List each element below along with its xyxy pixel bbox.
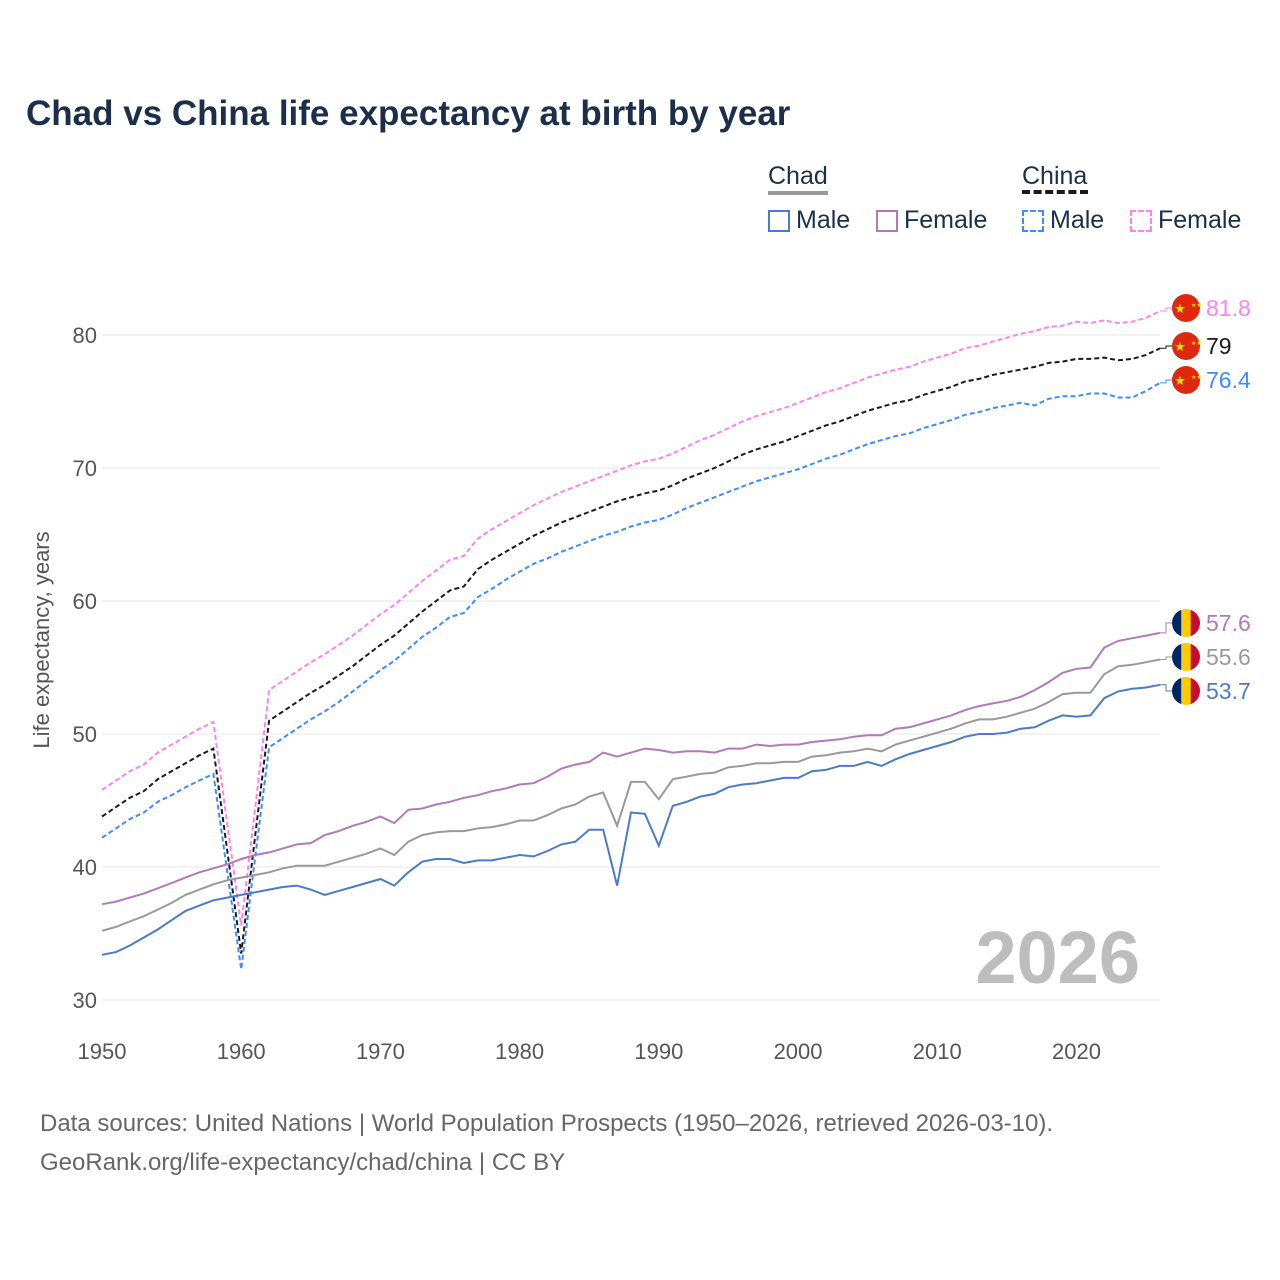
legend-swatch [768, 209, 790, 232]
x-tick-label: 2020 [1052, 1039, 1101, 1064]
end-value-label: 81.8 [1206, 295, 1251, 321]
end-value-label: 79 [1206, 333, 1232, 359]
chart-title: Chad vs China life expectancy at birth b… [26, 94, 791, 133]
legend-label: Male [796, 206, 851, 234]
svg-text:★: ★ [1174, 373, 1186, 388]
series-line-china-female [101, 310, 1161, 926]
x-tick-label: 2010 [913, 1039, 962, 1064]
x-tick-label: 1950 [78, 1039, 127, 1064]
china-flag-icon: ★ ★★ [1172, 366, 1202, 394]
legend-swatch [876, 209, 898, 232]
legend-label: Male [1050, 206, 1105, 234]
legend-group-chad: Chad [768, 162, 828, 190]
legend-china-line [1022, 190, 1088, 194]
end-value-label: 53.7 [1206, 678, 1251, 704]
legend-swatch [1022, 209, 1044, 232]
y-tick-label: 50 [73, 722, 97, 747]
y-tick-label: 70 [73, 456, 97, 481]
y-tick-label: 80 [73, 323, 97, 348]
svg-text:★★: ★★ [1191, 302, 1202, 309]
footer: Data sources: United Nations | World Pop… [40, 1104, 1053, 1182]
legend-group-china: China [1022, 162, 1088, 190]
legend-swatch [1130, 209, 1152, 232]
end-value-label: 76.4 [1206, 367, 1251, 393]
label-connector [1160, 684, 1172, 692]
chad-flag-icon [1172, 609, 1200, 637]
legend-china-male[interactable]: Male [1022, 206, 1104, 235]
chad-flag-icon [1172, 643, 1200, 671]
legend-china-female[interactable]: Female [1130, 206, 1241, 235]
year-watermark: 2026 [975, 916, 1140, 999]
series-line-china [101, 347, 1161, 954]
series-line-chad [101, 658, 1161, 932]
x-tick-label: 1980 [495, 1039, 544, 1064]
label-connector [1160, 656, 1172, 661]
label-connector [1160, 379, 1172, 384]
legend-label: Female [1158, 206, 1242, 234]
svg-text:★★: ★★ [1191, 340, 1202, 347]
end-value-label: 55.6 [1206, 644, 1251, 670]
legend-chad-female[interactable]: Female [876, 206, 987, 235]
data-source-text: Data sources: United Nations | World Pop… [40, 1110, 1054, 1137]
legend-chad-male[interactable]: Male [768, 206, 850, 235]
svg-text:★★: ★★ [1191, 374, 1202, 381]
label-connector [1160, 622, 1172, 634]
china-flag-icon: ★ ★★ [1172, 332, 1202, 360]
legend-label: Female [904, 206, 988, 234]
series-line-chad-male [101, 683, 1161, 956]
series-line-chad-female [101, 631, 1161, 906]
series-line-china-male [101, 382, 1161, 970]
y-tick-label: 40 [73, 855, 97, 880]
y-tick-label: 60 [73, 589, 97, 614]
label-connector [1160, 345, 1172, 349]
legend-chad-line [768, 191, 828, 195]
end-value-label: 57.6 [1206, 610, 1251, 636]
x-tick-label: 2000 [774, 1039, 823, 1064]
x-tick-label: 1960 [217, 1039, 266, 1064]
source-link[interactable]: GeoRank.org/life-expectancy/chad/china |… [40, 1149, 566, 1176]
svg-text:★: ★ [1174, 301, 1186, 316]
x-tick-label: 1990 [634, 1039, 683, 1064]
svg-text:★: ★ [1174, 339, 1186, 354]
chad-flag-icon [1172, 677, 1200, 705]
x-tick-label: 1970 [356, 1039, 405, 1064]
label-connector [1160, 307, 1172, 312]
y-tick-label: 30 [73, 988, 97, 1013]
china-flag-icon: ★ ★★ [1172, 294, 1202, 322]
